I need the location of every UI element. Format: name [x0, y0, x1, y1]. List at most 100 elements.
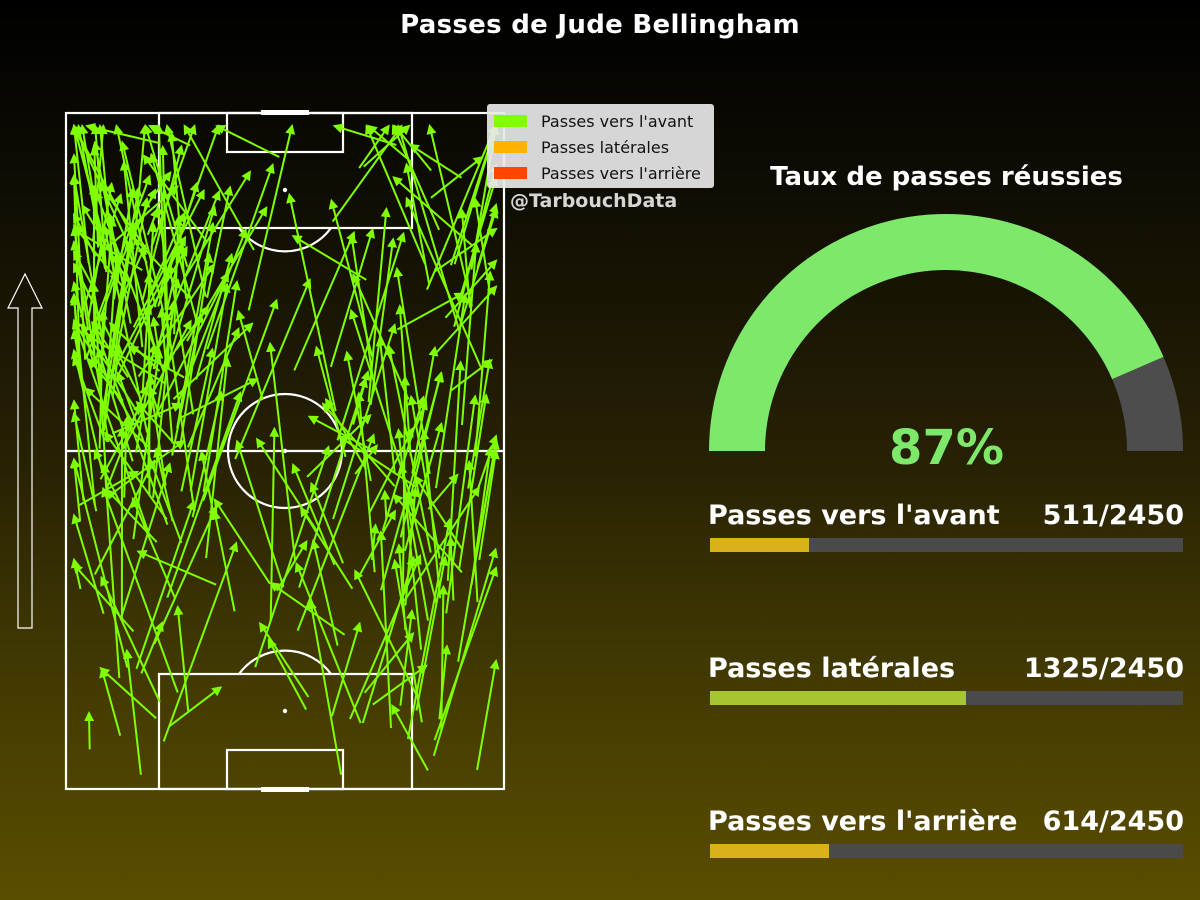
legend-label: Passes vers l'avant [541, 111, 694, 131]
pass-arrow [354, 569, 418, 697]
stat-bar-lateral [710, 691, 1183, 705]
pass-arrow [173, 605, 190, 712]
pass-arrow [392, 176, 473, 247]
stat-bar-fill [710, 844, 829, 858]
gauge-title: Taux de passes réussies [770, 162, 1123, 192]
pass-arrow [153, 190, 221, 355]
pass-arrow [432, 285, 498, 357]
pass-arrow [73, 250, 94, 288]
chart-title: Passes de Jude Bellingham [400, 10, 800, 40]
pass-arrow [100, 575, 161, 703]
pass-arrow [116, 371, 183, 544]
pass-arrow [348, 308, 418, 515]
pass-arrow [328, 198, 374, 358]
legend-swatch-lateral [494, 141, 527, 153]
pass-arrow [122, 648, 142, 775]
pass-arrow [85, 269, 120, 360]
pass-arrow [69, 457, 82, 521]
stat-label-backward: Passes vers l'arrière [708, 806, 1018, 837]
pass-arrow [111, 343, 124, 397]
pass-arrow [427, 473, 459, 510]
pass-arrow [72, 563, 135, 633]
pass-arrow [391, 558, 423, 723]
pass-arrow [330, 621, 363, 717]
legend-label: Passes vers l'arrière [541, 163, 701, 183]
pass-arrow [464, 459, 479, 603]
pass-arrow [478, 448, 500, 561]
stat-label-lateral: Passes latérales [708, 653, 956, 684]
pass-arrow [206, 185, 234, 299]
pass-arrow [347, 233, 374, 377]
pass-arrow [103, 384, 149, 495]
bottom-goal [261, 787, 309, 792]
pass-arrow [111, 402, 183, 435]
pass-arrow [150, 124, 197, 248]
pass-arrow [376, 530, 392, 729]
pass-arrow [183, 170, 251, 279]
stat-bar-backward [710, 844, 1183, 858]
pass-arrow [391, 124, 441, 231]
pass-arrow [336, 231, 406, 441]
pass-arrow [269, 426, 280, 621]
gauge-remaining-arc [1112, 356, 1183, 451]
top-penalty-spot [282, 187, 288, 193]
pass-arrow [84, 711, 95, 750]
gauge-success-arc [709, 214, 1164, 451]
top-six-yard-box [225, 111, 345, 154]
pass-arrow [293, 230, 356, 371]
pass-arrow [306, 598, 343, 775]
pass-arrow [438, 584, 449, 730]
pass-arrow [393, 266, 431, 475]
pass-arrow [95, 347, 134, 462]
pass-arrow [460, 175, 499, 295]
pass-arrow [95, 124, 117, 290]
pass-arrow [70, 174, 105, 349]
pass-arrow [176, 228, 248, 405]
pass-arrow [73, 262, 142, 399]
pass-arrow [215, 125, 280, 158]
pass-arrow [459, 207, 499, 326]
center-spot [282, 448, 288, 454]
pass-arrow [166, 205, 218, 365]
legend-swatch-forward [494, 115, 527, 127]
stat-bar-forward [710, 538, 1183, 552]
pass-arrow [179, 252, 214, 443]
bottom-penalty-box [157, 672, 414, 791]
pass-arrow [88, 358, 124, 402]
pass-arrow [391, 704, 429, 771]
pass-arrow [397, 463, 429, 621]
pass-arrow [98, 181, 148, 250]
pass-arrow [408, 143, 463, 179]
stat-label-forward: Passes vers l'avant [708, 500, 1000, 531]
pass-arrow [156, 271, 229, 413]
pass-arrow [294, 561, 362, 724]
pass-arrow [168, 686, 223, 728]
pass-arrow [276, 539, 308, 592]
pass-arrow [363, 631, 415, 694]
pass-arrow [415, 555, 449, 711]
pass-arrow [135, 400, 176, 445]
pass-arrow [131, 497, 177, 600]
pass-arrow [93, 459, 156, 575]
pass-arrow [405, 493, 438, 604]
pass-arrow [100, 462, 121, 679]
pass-arrow [365, 124, 427, 265]
legend-item: Passes vers l'avant [494, 108, 707, 134]
pass-arrow [375, 336, 396, 474]
pass-arrow [269, 582, 346, 636]
pass-arrow [474, 270, 495, 457]
pass-map [69, 111, 500, 792]
pass-arrow [363, 124, 411, 168]
pass-arrow [403, 162, 431, 285]
bottom-six-yard-box [225, 748, 345, 791]
pass-arrow [470, 445, 495, 585]
pass-arrow [107, 439, 186, 498]
pass-arrow [380, 371, 444, 591]
pass-arrow [234, 439, 285, 588]
pass-arrow [195, 252, 235, 380]
gauge-value: 87% [889, 420, 1004, 476]
pass-arrow [135, 499, 196, 670]
pass-arrow [99, 666, 157, 720]
pass-arrow [358, 124, 390, 169]
pass-arrow [298, 377, 368, 588]
